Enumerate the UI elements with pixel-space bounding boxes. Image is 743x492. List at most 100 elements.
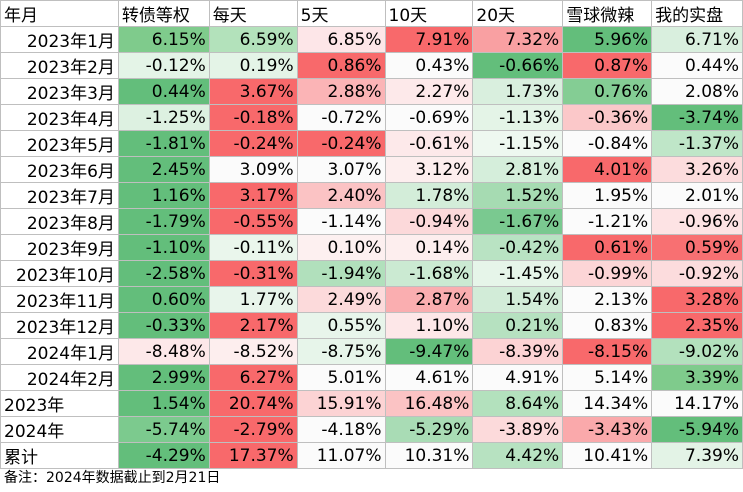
row-label: 2023年: [0, 390, 119, 417]
value-cell: -0.99%: [562, 260, 653, 287]
value-cell: 1.10%: [384, 312, 474, 339]
value-cell: 6.71%: [651, 26, 743, 53]
value-cell: -5.29%: [384, 416, 474, 443]
value-cell: -1.10%: [117, 234, 210, 261]
header-cell-4: 10天: [384, 0, 474, 27]
value-cell: -0.94%: [384, 208, 474, 235]
value-cell: -0.24%: [208, 130, 298, 157]
row-label: 2023年10月: [0, 260, 119, 287]
table-row: 2023年10月 -2.58% -0.31% -1.94% -1.68% -1.45% -0…: [0, 260, 743, 287]
header-cell-1: 转债等权: [117, 0, 210, 27]
row-label: 2023年8月: [0, 208, 119, 235]
value-cell: 8.64%: [472, 390, 564, 417]
row-label: 累计: [0, 442, 119, 469]
value-cell: 2.81%: [472, 156, 564, 183]
value-cell: 1.54%: [472, 286, 564, 313]
header-cell-6: 雪球微辣: [562, 0, 653, 27]
value-cell: 20.74%: [208, 390, 298, 417]
value-cell: 0.87%: [562, 52, 653, 79]
value-cell: -0.33%: [117, 312, 210, 339]
value-cell: -0.61%: [384, 130, 474, 157]
value-cell: -1.15%: [472, 130, 564, 157]
value-cell: -1.79%: [117, 208, 210, 235]
row-label: 2024年1月: [0, 338, 119, 365]
value-cell: 6.15%: [117, 26, 210, 53]
value-cell: 1.54%: [117, 390, 210, 417]
table-row: 2024年 -5.74% -2.79% -4.18% -5.29% -3.89% -3.43…: [0, 416, 743, 443]
value-cell: 0.43%: [384, 52, 474, 79]
table-row: 2023年6月 2.45% 3.09% 3.07% 3.12% 2.81% 4.01% 3.2…: [0, 156, 743, 183]
row-label: 2023年4月: [0, 104, 119, 131]
value-cell: 0.55%: [296, 312, 386, 339]
value-cell: 3.67%: [208, 78, 298, 105]
table-row: 2024年2月 2.99% 6.27% 5.01% 4.61% 4.91% 5.14% 3.3…: [0, 364, 743, 391]
value-cell: 15.91%: [296, 390, 386, 417]
value-cell: 0.21%: [472, 312, 564, 339]
value-cell: 1.77%: [208, 286, 298, 313]
row-label: 2023年2月: [0, 52, 119, 79]
row-label: 2024年2月: [0, 364, 119, 391]
table-row: 2023年12月 -0.33% 2.17% 0.55% 1.10% 0.21% 0.83% 2…: [0, 312, 743, 339]
row-label: 2023年5月: [0, 130, 119, 157]
value-cell: -3.89%: [472, 416, 564, 443]
value-cell: -8.48%: [117, 338, 210, 365]
value-cell: 16.48%: [384, 390, 474, 417]
value-cell: 0.83%: [562, 312, 653, 339]
value-cell: 3.09%: [208, 156, 298, 183]
value-cell: -1.68%: [384, 260, 474, 287]
value-cell: 5.01%: [296, 364, 386, 391]
value-cell: -1.25%: [117, 104, 210, 131]
value-cell: -1.37%: [651, 130, 743, 157]
table-row: 2023年7月 1.16% 3.17% 2.40% 1.78% 1.52% 1.95% 2.0…: [0, 182, 743, 209]
value-cell: 10.31%: [384, 442, 474, 469]
value-cell: -1.81%: [117, 130, 210, 157]
value-cell: 1.73%: [472, 78, 564, 105]
table-row: 2023年 1.54% 20.74% 15.91% 16.48% 8.64% 14.34% 1…: [0, 390, 743, 417]
value-cell: 0.14%: [384, 234, 474, 261]
value-cell: 3.12%: [384, 156, 474, 183]
value-cell: 3.07%: [296, 156, 386, 183]
row-label: 2023年1月: [0, 26, 119, 53]
value-cell: -0.42%: [472, 234, 564, 261]
header-cell-2: 每天: [208, 0, 298, 27]
value-cell: 2.49%: [296, 286, 386, 313]
value-cell: 2.45%: [117, 156, 210, 183]
value-cell: 2.17%: [208, 312, 298, 339]
value-cell: 6.27%: [208, 364, 298, 391]
value-cell: 7.91%: [384, 26, 474, 53]
value-cell: 14.17%: [651, 390, 743, 417]
value-cell: 2.87%: [384, 286, 474, 313]
value-cell: 0.76%: [562, 78, 653, 105]
table-row: 2023年4月 -1.25% -0.18% -0.72% -0.69% -1.13% -0.…: [0, 104, 743, 131]
table-body: 2023年1月 6.15% 6.59% 6.85% 7.91% 7.32% 5.96% 6.7…: [0, 26, 743, 469]
value-cell: 3.17%: [208, 182, 298, 209]
value-cell: -8.39%: [472, 338, 564, 365]
value-cell: -0.11%: [208, 234, 298, 261]
value-cell: 2.01%: [651, 182, 743, 209]
value-cell: -2.58%: [117, 260, 210, 287]
value-cell: -0.72%: [296, 104, 386, 131]
value-cell: 2.35%: [651, 312, 743, 339]
value-cell: 2.08%: [651, 78, 743, 105]
value-cell: -0.24%: [296, 130, 386, 157]
value-cell: 1.52%: [472, 182, 564, 209]
value-cell: -0.36%: [562, 104, 653, 131]
header-cell-7: 我的实盘: [651, 0, 743, 27]
value-cell: 11.07%: [296, 442, 386, 469]
value-cell: 3.39%: [651, 364, 743, 391]
value-cell: -0.69%: [384, 104, 474, 131]
header-row: 年月 转债等权 每天 5天 10天 20天 雪球微辣 我的实盘: [0, 0, 743, 27]
table-row: 2023年3月 0.44% 3.67% 2.88% 2.27% 1.73% 0.76% 2.0…: [0, 78, 743, 105]
value-cell: -2.79%: [208, 416, 298, 443]
row-label: 2023年12月: [0, 312, 119, 339]
value-cell: -8.15%: [562, 338, 653, 365]
table-row: 2023年5月 -1.81% -0.24% -0.24% -0.61% -1.15% -0.…: [0, 130, 743, 157]
value-cell: 0.44%: [117, 78, 210, 105]
value-cell: -1.67%: [472, 208, 564, 235]
value-cell: -5.94%: [651, 416, 743, 443]
table-row: 2023年9月 -1.10% -0.11% 0.10% 0.14% -0.42% 0.61%…: [0, 234, 743, 261]
value-cell: 2.27%: [384, 78, 474, 105]
value-cell: -4.18%: [296, 416, 386, 443]
table-row: 累计 -4.29% 17.37% 11.07% 10.31% 4.42% 10.41% 7.3…: [0, 442, 743, 469]
